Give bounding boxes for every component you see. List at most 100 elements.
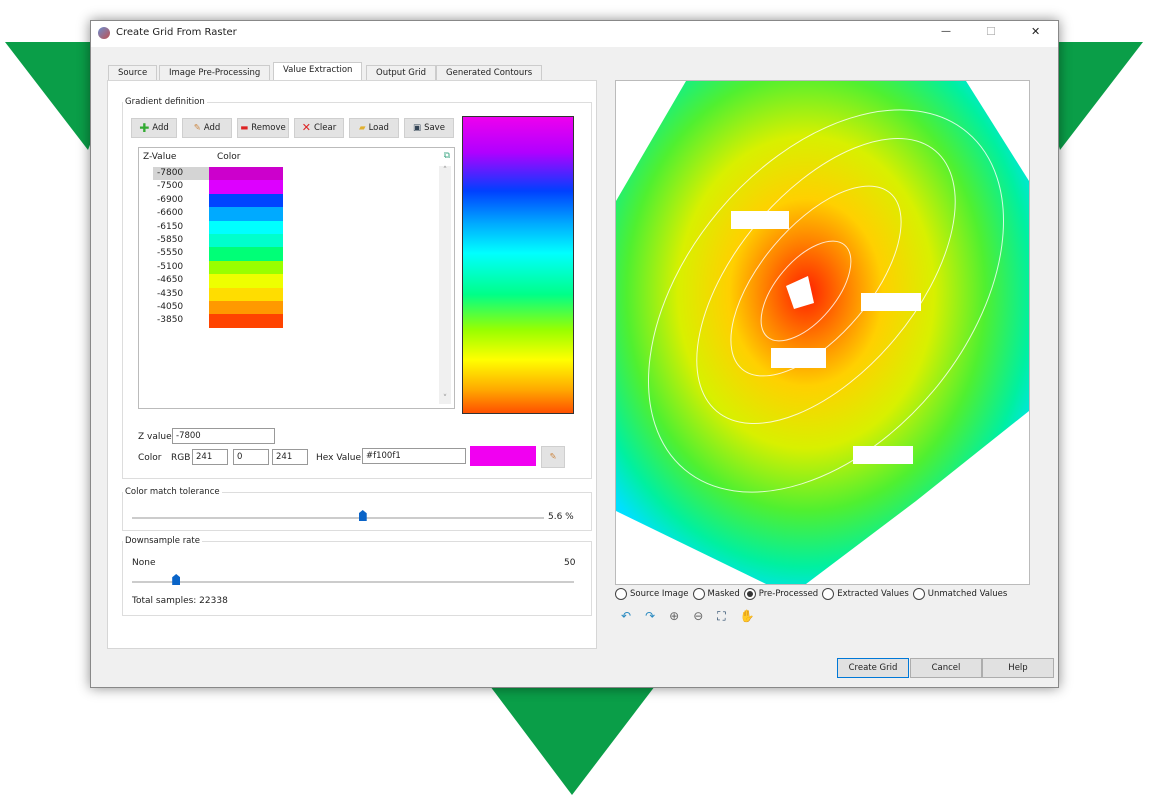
z-value-cell: -3850 <box>157 315 184 326</box>
z-value-cell: -7500 <box>157 181 184 192</box>
radio-circle[interactable] <box>912 588 925 600</box>
gradient-toolbar: ✚ Add ✎ Add ▬ Remove ✕ Clear ▰ Load ▣ Save <box>131 118 454 138</box>
view-mode-radio[interactable]: Masked <box>692 588 740 600</box>
tolerance-value: 5.6 % <box>548 512 574 522</box>
z-value-cell: -4050 <box>157 301 184 312</box>
z-value-label: Z value <box>138 432 172 442</box>
radio-circle[interactable] <box>743 588 756 600</box>
view-mode-radio[interactable]: Source Image <box>615 588 689 600</box>
eyedropper-icon: ✎ <box>193 123 201 133</box>
gradient-row[interactable]: -6600 <box>153 207 283 221</box>
radio-label: Masked <box>707 589 740 599</box>
radio-label: Extracted Values <box>837 589 909 599</box>
close-button[interactable]: ✕ <box>1031 25 1041 38</box>
tolerance-legend: Color match tolerance <box>125 487 220 497</box>
color-cell <box>209 167 283 181</box>
gradient-preview <box>462 116 574 414</box>
zoom-out-icon[interactable]: ⊖ <box>693 609 704 623</box>
color-cell <box>209 180 283 194</box>
z-value-cell: -7800 <box>153 167 209 181</box>
radio-circle[interactable] <box>822 588 835 600</box>
view-mode-radio[interactable]: Extracted Values <box>822 588 909 600</box>
scroll-up-icon[interactable]: ˄ <box>442 166 448 176</box>
view-mode-radio[interactable]: Unmatched Values <box>912 588 1008 600</box>
create-grid-button[interactable]: Create Grid <box>837 658 909 678</box>
gradient-row[interactable]: -5850 <box>153 233 283 248</box>
radio-circle[interactable] <box>615 588 627 600</box>
downsample-slider-thumb[interactable] <box>172 574 181 585</box>
color-cell <box>209 233 283 248</box>
view-mode-radio[interactable]: Pre-Processed <box>743 588 819 600</box>
gradient-definition-group: Gradient definition <box>122 97 592 479</box>
color-swatch[interactable] <box>470 446 536 466</box>
remove-label: Remove <box>251 123 286 133</box>
gradient-row[interactable]: -4650 <box>153 274 283 288</box>
remove-button[interactable]: ▬ Remove <box>237 118 289 138</box>
tolerance-slider-thumb[interactable] <box>358 510 367 521</box>
color-picker-button[interactable]: ✎ <box>541 446 565 468</box>
tab-generated-contours[interactable]: Generated Contours <box>436 65 543 81</box>
gradient-row[interactable]: -7500 <box>153 180 283 194</box>
downsample-max-label: 50 <box>564 558 576 568</box>
table-options-icon[interactable]: ⧉ <box>443 151 450 161</box>
blue-spinbox[interactable]: 241 <box>272 449 308 465</box>
tab-image-pre-processing[interactable]: Image Pre-Processing <box>159 65 271 81</box>
gradient-row[interactable]: -5550 <box>153 247 283 261</box>
color-cell <box>209 287 283 301</box>
table-scrollbar[interactable]: ˄ ˅ <box>439 166 451 404</box>
view-mode-radios: Source Image Masked Pre-Processed Extracted… <box>615 588 1011 600</box>
downsample-slider[interactable] <box>132 574 574 585</box>
total-samples: Total samples: 22338 <box>132 596 228 606</box>
gradient-table: Z-Value Color ⧉ ˄ ˅ -7800 -7500 -6900 -6600… <box>138 147 455 409</box>
z-value-cell: -6900 <box>157 194 184 205</box>
radio-circle[interactable] <box>692 588 705 600</box>
clear-button[interactable]: ✕ Clear <box>294 118 344 138</box>
gradient-row[interactable]: -6900 <box>153 193 283 208</box>
downsample-legend: Downsample rate <box>125 536 200 546</box>
color-cell <box>209 247 283 261</box>
radio-label: Unmatched Values <box>927 589 1008 599</box>
z-value-cell: -5550 <box>157 248 184 259</box>
gradient-row[interactable]: -5100 <box>153 260 283 275</box>
gradient-rows: -7800 -7500 -6900 -6600 -6150 -5850 -5550 -5100… <box>153 167 283 328</box>
red-spinbox[interactable]: 241 <box>192 449 228 465</box>
load-label: Load <box>368 123 389 133</box>
help-button[interactable]: Help <box>982 658 1054 678</box>
color-cell <box>209 207 283 221</box>
hex-value-input[interactable]: #f100f1 <box>362 448 466 464</box>
folder-icon: ▰ <box>359 123 366 133</box>
color-cell <box>209 274 283 288</box>
z-value-cell: -4350 <box>157 288 184 299</box>
zoom-extents-icon[interactable]: ⛶ <box>717 609 726 623</box>
add-from-picker-button[interactable]: ✎ Add <box>182 118 232 138</box>
scroll-down-icon[interactable]: ˅ <box>442 394 448 404</box>
pan-hand-icon[interactable]: ✋ <box>739 609 755 623</box>
load-button[interactable]: ▰ Load <box>349 118 399 138</box>
contour-raster <box>616 81 1029 584</box>
minimize-button[interactable]: — <box>941 26 951 37</box>
radio-label: Pre-Processed <box>758 589 819 599</box>
gradient-row[interactable]: -3850 <box>153 314 283 328</box>
save-button[interactable]: ▣ Save <box>404 118 454 138</box>
redo-view-icon[interactable]: ↷ <box>645 609 656 623</box>
z-value-cell: -4650 <box>157 275 184 286</box>
maximize-button[interactable]: ☐ <box>986 25 996 38</box>
raster-preview[interactable] <box>615 80 1030 585</box>
tab-value-extraction[interactable]: Value Extraction <box>273 62 363 81</box>
gradient-row[interactable]: -7800 <box>153 167 283 181</box>
tab-source[interactable]: Source <box>108 65 158 81</box>
gradient-row[interactable]: -4350 <box>153 287 283 301</box>
tab-output-grid[interactable]: Output Grid <box>366 65 437 81</box>
add-button[interactable]: ✚ Add <box>131 118 177 138</box>
eyedropper-icon: ✎ <box>549 452 557 462</box>
cancel-button[interactable]: Cancel <box>910 658 982 678</box>
tolerance-slider[interactable] <box>132 510 544 521</box>
zoom-in-icon[interactable]: ⊕ <box>669 609 680 623</box>
gradient-row[interactable]: -4050 <box>153 300 283 315</box>
undo-view-icon[interactable]: ↶ <box>621 609 632 623</box>
gradient-row[interactable]: -6150 <box>153 220 283 234</box>
x-icon: ✕ <box>301 121 311 134</box>
green-spinbox[interactable]: 0 <box>233 449 269 465</box>
z-value-input[interactable]: -7800 <box>172 428 275 444</box>
color-cell <box>209 193 283 208</box>
